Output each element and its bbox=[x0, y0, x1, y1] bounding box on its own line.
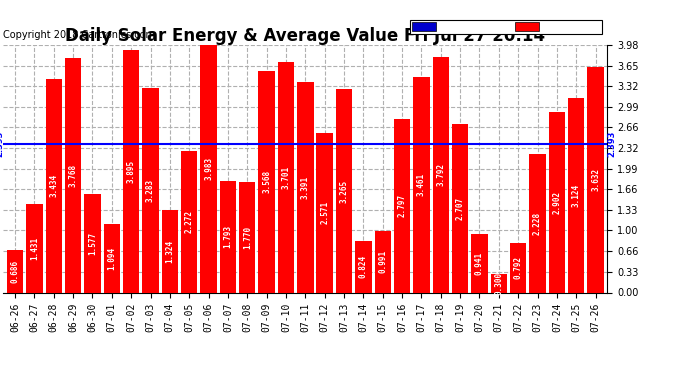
Bar bbox=[104, 225, 120, 292]
Bar bbox=[7, 250, 23, 292]
Text: 3.895: 3.895 bbox=[127, 160, 136, 183]
Bar bbox=[84, 194, 101, 292]
Text: Copyright 2018 Cartronics.com: Copyright 2018 Cartronics.com bbox=[3, 30, 155, 40]
Text: 2.393: 2.393 bbox=[0, 130, 4, 157]
Text: 1.770: 1.770 bbox=[243, 226, 252, 249]
Title: Daily Solar Energy & Average Value Fri Jul 27 20:14: Daily Solar Energy & Average Value Fri J… bbox=[66, 27, 545, 45]
Bar bbox=[239, 182, 255, 292]
Bar bbox=[200, 45, 217, 292]
Legend: Average  ($), Daily   ($): Average ($), Daily ($) bbox=[410, 20, 602, 34]
Bar bbox=[142, 88, 159, 292]
Bar bbox=[26, 204, 43, 292]
Text: 2.272: 2.272 bbox=[185, 210, 194, 233]
Bar bbox=[452, 124, 469, 292]
Text: 1.577: 1.577 bbox=[88, 232, 97, 255]
Text: 3.632: 3.632 bbox=[591, 168, 600, 191]
Text: 3.768: 3.768 bbox=[68, 164, 77, 187]
Bar bbox=[491, 274, 507, 292]
Bar bbox=[258, 70, 275, 292]
Text: 3.701: 3.701 bbox=[282, 166, 290, 189]
Bar bbox=[278, 62, 294, 292]
Text: 0.941: 0.941 bbox=[475, 252, 484, 275]
Bar bbox=[413, 77, 430, 292]
Text: 0.686: 0.686 bbox=[10, 260, 19, 283]
Bar bbox=[317, 133, 333, 292]
Text: 1.324: 1.324 bbox=[166, 240, 175, 263]
Bar bbox=[181, 151, 197, 292]
Text: 3.434: 3.434 bbox=[49, 174, 58, 197]
Text: 3.283: 3.283 bbox=[146, 179, 155, 202]
Text: 3.124: 3.124 bbox=[572, 184, 581, 207]
Bar bbox=[587, 67, 604, 292]
Text: 2.797: 2.797 bbox=[397, 194, 406, 217]
Text: 2.707: 2.707 bbox=[455, 197, 464, 220]
Bar bbox=[568, 98, 584, 292]
Bar bbox=[161, 210, 178, 292]
Bar bbox=[529, 154, 546, 292]
Text: 3.265: 3.265 bbox=[339, 179, 348, 203]
Text: 3.391: 3.391 bbox=[301, 176, 310, 199]
Text: 0.300: 0.300 bbox=[494, 272, 503, 295]
Bar bbox=[471, 234, 488, 292]
Text: 2.571: 2.571 bbox=[320, 201, 329, 224]
Bar bbox=[336, 90, 353, 292]
Text: 2.228: 2.228 bbox=[533, 211, 542, 235]
Bar bbox=[219, 181, 236, 292]
Text: 0.824: 0.824 bbox=[359, 255, 368, 279]
Text: 3.983: 3.983 bbox=[204, 157, 213, 180]
Bar bbox=[297, 82, 313, 292]
Text: 1.793: 1.793 bbox=[224, 225, 233, 248]
Bar bbox=[123, 50, 139, 292]
Text: 0.991: 0.991 bbox=[378, 250, 387, 273]
Bar bbox=[375, 231, 391, 292]
Bar bbox=[433, 57, 449, 292]
Bar bbox=[394, 118, 411, 292]
Text: 3.461: 3.461 bbox=[417, 173, 426, 196]
Bar bbox=[510, 243, 526, 292]
Bar bbox=[549, 112, 565, 292]
Text: 3.568: 3.568 bbox=[262, 170, 271, 193]
Text: 0.792: 0.792 bbox=[513, 256, 523, 279]
Text: 3.792: 3.792 bbox=[436, 163, 445, 186]
Text: 2.902: 2.902 bbox=[553, 191, 562, 214]
Bar bbox=[355, 241, 372, 292]
Bar bbox=[65, 58, 81, 292]
Text: 1.094: 1.094 bbox=[108, 247, 117, 270]
Text: 2.393: 2.393 bbox=[607, 130, 616, 157]
Text: 1.431: 1.431 bbox=[30, 237, 39, 260]
Bar bbox=[46, 79, 62, 292]
